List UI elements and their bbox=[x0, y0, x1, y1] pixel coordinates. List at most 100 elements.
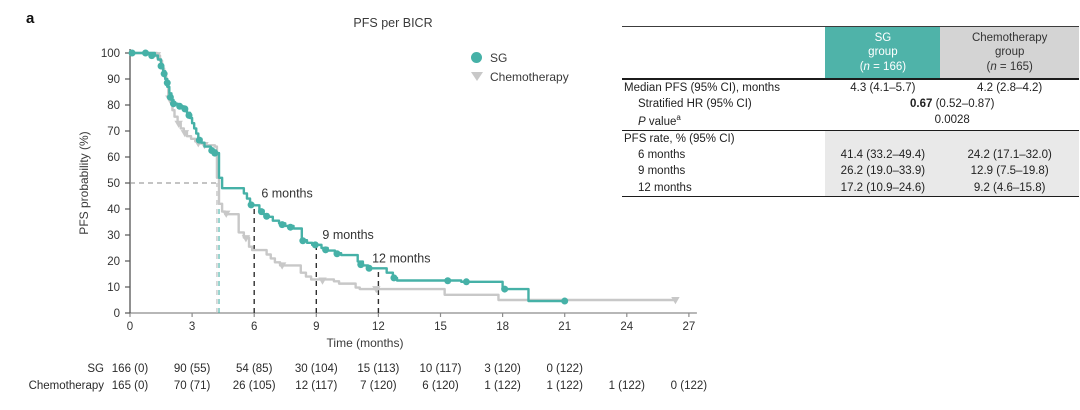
censor-mark-circle bbox=[128, 49, 136, 57]
stats-row-label: P valuea bbox=[638, 113, 681, 129]
at-risk-count: 0 (122) bbox=[546, 363, 583, 375]
stats-cell-span: 0.0028 bbox=[934, 114, 970, 127]
censor-mark-circle bbox=[444, 277, 452, 285]
at-risk-count: 3 (120) bbox=[484, 363, 521, 375]
at-risk-count: 70 (71) bbox=[173, 380, 211, 392]
censor-mark-triangle bbox=[222, 210, 231, 218]
at-risk-count: 30 (104) bbox=[294, 363, 338, 375]
censor-mark-circle bbox=[160, 70, 168, 78]
annotation-12-months: 12 months bbox=[372, 251, 430, 265]
at-risk-count: 15 (113) bbox=[357, 363, 400, 375]
x-tick-label: 6 bbox=[251, 321, 257, 333]
censor-mark-circle bbox=[311, 241, 319, 249]
stats-cell: 24.2 (17.1–32.0) bbox=[940, 147, 1079, 164]
at-risk-count: 0 (122) bbox=[670, 380, 708, 392]
censor-mark-triangle bbox=[241, 235, 251, 243]
stats-cell-span: 0.67 (0.52–0.87) bbox=[910, 98, 995, 111]
stats-row: PFS rate, % (95% CI) bbox=[622, 130, 1079, 148]
stats-cell: 9.2 (4.6–15.8) bbox=[940, 179, 1079, 197]
censor-mark-circle bbox=[278, 221, 286, 229]
stats-row: Median PFS (95% CI), months 4.3 (4.1–5.7)… bbox=[622, 79, 1079, 96]
censor-mark-circle bbox=[390, 274, 398, 282]
censor-mark-triangle bbox=[180, 130, 190, 138]
stats-cell: 26.2 (19.0–33.9) bbox=[825, 163, 941, 180]
y-tick-label: 90 bbox=[107, 74, 120, 86]
stats-row: 12 months 17.2 (10.9–24.6) 9.2 (4.6–15.8) bbox=[622, 179, 1079, 197]
censor-mark-circle bbox=[195, 136, 203, 144]
x-tick-label: 12 bbox=[372, 321, 385, 333]
km-curve-sg bbox=[130, 51, 565, 303]
at-risk-count: 165 (0) bbox=[111, 380, 149, 392]
x-tick-label: 0 bbox=[127, 321, 133, 333]
x-tick-label: 9 bbox=[313, 321, 319, 333]
at-risk-count: 26 (105) bbox=[232, 380, 276, 392]
y-tick-label: 100 bbox=[101, 48, 120, 60]
stats-row-label: Stratified HR (95% CI) bbox=[638, 98, 752, 111]
censor-mark-triangle bbox=[671, 297, 680, 305]
annotation-6-months: 6 months bbox=[261, 186, 312, 200]
at-risk-row-label: Chemotherapy bbox=[28, 380, 104, 392]
censor-mark-circle bbox=[211, 149, 219, 157]
censor-mark-circle bbox=[322, 246, 330, 254]
stats-cell: 41.4 (33.2–49.4) bbox=[825, 147, 941, 164]
censor-mark-circle bbox=[365, 264, 373, 272]
y-tick-label: 60 bbox=[107, 152, 120, 164]
censor-mark-circle bbox=[501, 285, 509, 293]
y-tick-label: 10 bbox=[107, 282, 120, 294]
legend-label: Chemotherapy bbox=[490, 69, 569, 84]
stats-col-header-sg: SG group (n = 166) bbox=[825, 26, 941, 80]
legend-circle-icon bbox=[471, 52, 487, 63]
at-risk-count: 166 (0) bbox=[111, 363, 149, 375]
annotation-9-months: 9 months bbox=[322, 228, 373, 242]
stats-row: 9 months 26.2 (19.0–33.9) 12.9 (7.5–19.8) bbox=[622, 163, 1079, 180]
chart-title: PFS per BICR bbox=[353, 16, 433, 30]
censor-mark-circle bbox=[247, 201, 255, 209]
legend-item: Chemotherapy bbox=[471, 67, 569, 86]
censor-mark-circle bbox=[163, 79, 171, 87]
at-risk-row-label: SG bbox=[87, 363, 104, 375]
at-risk-count: 12 (117) bbox=[295, 380, 338, 392]
y-tick-label: 20 bbox=[107, 256, 120, 268]
censor-mark-circle bbox=[462, 278, 470, 286]
at-risk-count: 10 (117) bbox=[419, 363, 462, 375]
censor-mark-circle bbox=[561, 297, 569, 305]
x-tick-label: 27 bbox=[683, 321, 696, 333]
at-risk-count: 90 (55) bbox=[173, 363, 211, 375]
stats-row-label: PFS rate, % (95% CI) bbox=[624, 133, 735, 146]
at-risk-count: 1 (122) bbox=[484, 380, 521, 392]
censor-mark-circle bbox=[185, 111, 193, 119]
stats-table: SG group (n = 166) Chemotherapy group (n = 16… bbox=[622, 26, 1079, 197]
x-tick-label: 3 bbox=[189, 321, 195, 333]
x-axis-title: Time (months) bbox=[326, 336, 404, 350]
stats-cell-span bbox=[825, 130, 1079, 148]
y-tick-label: 80 bbox=[107, 100, 120, 112]
stats-table-header: SG group (n = 166) Chemotherapy group (n = 16… bbox=[622, 26, 1079, 80]
stats-cell: 17.2 (10.9–24.6) bbox=[825, 179, 941, 197]
y-tick-label: 70 bbox=[107, 126, 120, 138]
censor-mark-circle bbox=[299, 237, 307, 245]
censor-mark-circle bbox=[142, 49, 150, 57]
legend: SG Chemotherapy bbox=[471, 48, 569, 86]
legend-label: SG bbox=[490, 50, 508, 65]
censor-mark-circle bbox=[263, 212, 271, 220]
censor-mark-circle bbox=[169, 100, 177, 108]
y-tick-label: 30 bbox=[107, 230, 120, 242]
y-tick-label: 0 bbox=[114, 308, 120, 320]
censor-mark-triangle bbox=[372, 286, 381, 294]
stats-row-label: 12 months bbox=[638, 181, 692, 194]
stats-col-header-chemotherapy: Chemotherapy group (n = 165) bbox=[940, 26, 1079, 80]
legend-item: SG bbox=[471, 48, 569, 67]
censor-mark-circle bbox=[286, 223, 294, 231]
x-tick-label: 24 bbox=[620, 321, 633, 333]
stats-row-label: 9 months bbox=[638, 165, 686, 178]
censor-mark-circle bbox=[157, 62, 165, 70]
y-tick-label: 50 bbox=[107, 178, 120, 190]
censor-mark-circle bbox=[176, 102, 184, 110]
at-risk-count: 1 (122) bbox=[608, 380, 646, 392]
panel-label: a bbox=[26, 10, 35, 27]
stats-cell: 4.2 (2.8–4.2) bbox=[977, 82, 1043, 95]
censor-mark-triangle bbox=[318, 277, 327, 285]
y-tick-label: 40 bbox=[107, 204, 120, 216]
stats-row-label: 6 months bbox=[638, 149, 686, 162]
